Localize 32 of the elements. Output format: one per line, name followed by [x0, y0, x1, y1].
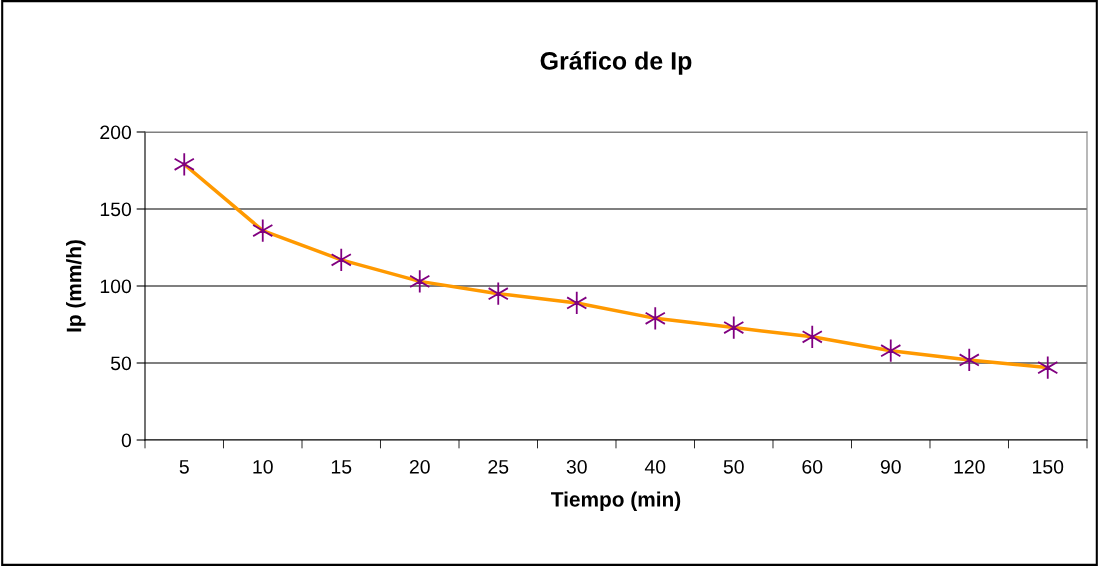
x-tick-label: 20: [409, 459, 430, 474]
y-axis-title: Ip (mm/h): [66, 240, 86, 332]
y-tick-label: 100: [100, 279, 132, 294]
x-tick-label: 90: [880, 459, 901, 474]
y-tick-label: 150: [100, 202, 132, 217]
point: [252, 218, 274, 243]
point: [880, 338, 902, 363]
y-tick-label: 50: [110, 356, 132, 371]
x-tick-label: 15: [331, 460, 352, 474]
point: [330, 247, 352, 272]
point: [1037, 355, 1059, 380]
point: [409, 269, 431, 294]
point: [173, 152, 195, 177]
point: [566, 290, 588, 315]
y-tick-label: 200: [100, 125, 132, 140]
x-tick-label: 150: [1033, 459, 1064, 474]
point: [801, 324, 823, 349]
y-tick-label: 0: [121, 433, 132, 448]
point: [958, 347, 980, 372]
x-tick-label: 10: [253, 459, 273, 474]
x-tick-label: 25: [488, 459, 509, 474]
point: [487, 281, 509, 306]
x-tick-label: 40: [644, 459, 666, 474]
x-tick-label: 60: [802, 459, 823, 474]
x-tick-label: 50: [723, 459, 744, 474]
point: [644, 306, 666, 331]
chart-title: Gráfico de Ip: [540, 51, 692, 75]
x-tick-label: 30: [566, 459, 587, 474]
x-axis-title: Tiempo (min): [551, 491, 681, 511]
x-tick-label: 120: [954, 459, 985, 474]
point: [723, 315, 745, 340]
x-tick-label: 5: [179, 460, 189, 474]
